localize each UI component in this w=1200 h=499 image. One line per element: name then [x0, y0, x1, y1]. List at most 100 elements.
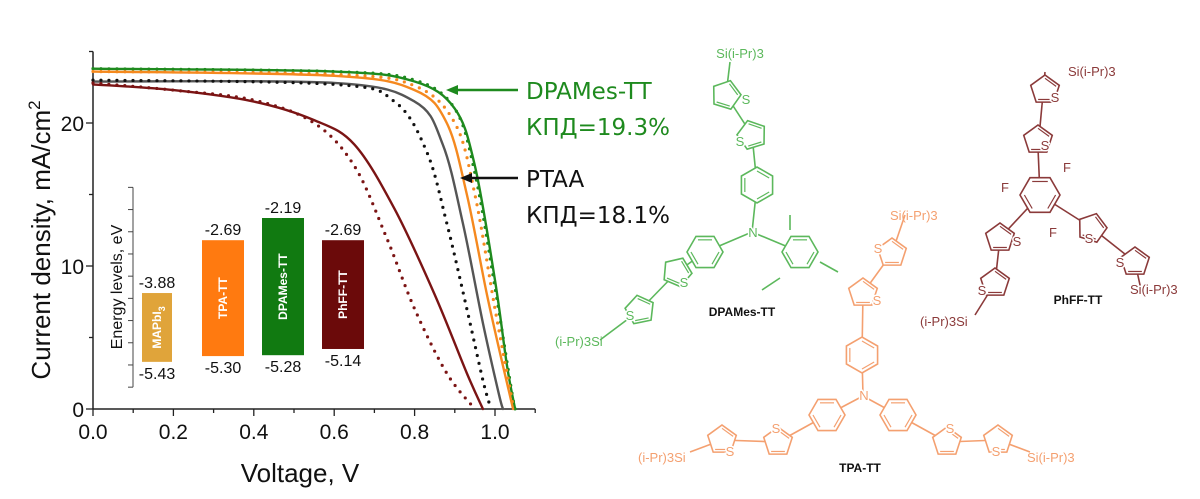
- benzene-ring-double-bond: [690, 251, 699, 265]
- arrow-head-ptaa: [460, 173, 472, 183]
- annotation-ptaa-pce: КПД=18.1%: [526, 203, 670, 229]
- thiophene-ring-double-bond: [716, 101, 730, 107]
- energy-bar-name-text: MAPbI: [150, 311, 164, 348]
- energy-bar-bottom-label: -5.30: [205, 360, 242, 377]
- thiophene-ring: [984, 222, 1016, 251]
- sulfur-atom: S: [874, 241, 883, 256]
- benzene-ring-double-bond: [1047, 194, 1057, 209]
- energy-bar-name-sub: 3: [157, 306, 167, 311]
- substituent-label: Si(i-Pr)3: [1027, 450, 1075, 465]
- thiophene-ring: [712, 79, 742, 111]
- annotation-ptaa: PTAA КПД=18.1%: [460, 167, 670, 229]
- benzene-ring-double-bond: [883, 414, 892, 428]
- sulfur-atom: S: [978, 283, 987, 298]
- thiophene-ring: [1022, 124, 1054, 153]
- thiophene-ring-double-bond: [777, 429, 790, 439]
- benzene-ring: [740, 166, 774, 204]
- y-tick-label: 20: [61, 113, 84, 136]
- thiophene-ring-double-bond: [635, 317, 649, 322]
- energy-bar-top-label: -2.69: [325, 222, 362, 239]
- sulfur-atom: S: [736, 134, 745, 149]
- sulfur-atom: S: [946, 421, 955, 436]
- sulfur-atom: S: [680, 275, 689, 290]
- substituent-label: Si(i-Pr)3: [1130, 282, 1178, 297]
- benzene-ring-double-bond: [861, 340, 875, 349]
- benzene-ring: [879, 398, 917, 432]
- thiophene-ring-double-bond: [891, 240, 904, 250]
- x-tick-label: 0.4: [239, 421, 269, 444]
- thiophene-ring-double-bond: [997, 427, 1010, 437]
- series-line-0-solid: [91, 67, 517, 411]
- thiophene-ring-double-bond: [1134, 249, 1147, 259]
- energy-bar-name-text: DPAMes-TT: [276, 253, 290, 320]
- molecule-tpa: S S N S S S S Si(i-Pr)3 (i-Pr)3Si Si(i-Pr)3 TPA-TT: [638, 208, 1075, 475]
- y-tick-label: 0: [72, 399, 84, 422]
- energy-bar-bottom-label: -5.14: [325, 353, 362, 370]
- molecule-name: PhFF-TT: [1054, 293, 1103, 307]
- bond: [761, 277, 781, 291]
- x-tick-label: 0.2: [159, 421, 188, 444]
- sulfur-atom: S: [1085, 231, 1094, 246]
- thiophene-ring-double-bond: [681, 260, 690, 274]
- annotation-dpames: DPAMes-TT КПД=19.3%: [446, 79, 670, 141]
- annotation-ptaa-name: PTAA: [526, 167, 585, 193]
- substituent-label: (i-Pr)3Si: [555, 334, 603, 349]
- energy-bar-bottom-label: -5.28: [265, 359, 302, 376]
- sulfur-atom: S: [1041, 138, 1050, 153]
- series-line-7-dotted: [91, 81, 477, 411]
- nitrogen-atom: N: [748, 225, 757, 240]
- molecule-name: DPAMes-TT: [709, 305, 776, 319]
- benzene-ring: [1019, 176, 1061, 214]
- annotation-dpames-pce: КПД=19.3%: [526, 115, 670, 141]
- jv-curves: [91, 67, 517, 411]
- series-line-1-dotted: [91, 67, 517, 411]
- series-line-5-dotted: [91, 78, 493, 411]
- energy-bar-name: PhFF-TT: [336, 270, 350, 319]
- thiophene-ring: [979, 267, 1011, 296]
- benzene-ring-double-bond: [711, 251, 720, 265]
- y-axis-label: Current density, mA/cm2: [25, 100, 56, 379]
- bond: [819, 261, 839, 273]
- thiophene-ring-double-bond: [748, 141, 762, 147]
- energy-bar-top-label: -2.69: [205, 222, 242, 239]
- energy-bar-0: [142, 293, 172, 362]
- benzene-ring-double-bond: [1023, 194, 1033, 209]
- benzene-ring-double-bond: [806, 251, 815, 265]
- thiophene-ring-double-bond: [1082, 234, 1096, 240]
- thiophene-ring: [982, 424, 1014, 453]
- thiophene-ring: [1078, 212, 1108, 244]
- annotation-dpames-name: DPAMes-TT: [526, 79, 653, 105]
- fluorine-atom: F: [1049, 225, 1057, 240]
- nitrogen-atom: N: [859, 388, 868, 403]
- benzene-ring-double-bond: [785, 251, 794, 265]
- energy-bar-top-label: -3.88: [139, 275, 176, 292]
- substituent-label: Si(i-Pr)3: [1068, 64, 1116, 79]
- thiophene-ring: [876, 237, 908, 266]
- sulfur-atom: S: [1051, 90, 1060, 105]
- benzene-ring: [686, 235, 724, 269]
- energy-level-inset: Energy levels, eV -3.88 -5.43 MAPbI3 -2.69 -…: [109, 186, 364, 388]
- thiophene-ring: [931, 426, 963, 455]
- thiophene-ring-double-bond: [1094, 216, 1105, 229]
- substituent-label: (i-Pr)3Si: [920, 314, 968, 329]
- y-axis-label-text: Current density, mA/cm: [26, 110, 56, 380]
- substituent-label: Si(i-Pr)3: [890, 208, 938, 223]
- y-tick-label: 10: [61, 256, 84, 279]
- thiophene-ring: [762, 426, 794, 455]
- sulfur-atom: S: [1013, 234, 1022, 249]
- x-tick-label: 1.0: [480, 421, 509, 444]
- thiophene-ring-double-bond: [946, 429, 959, 439]
- series-line-2-solid: [91, 70, 515, 411]
- thiophene-ring-double-bond: [862, 280, 875, 290]
- thiophene-ring: [1119, 246, 1151, 275]
- benzene-ring-double-bond: [904, 414, 913, 428]
- series-line-3-dotted: [91, 69, 515, 411]
- thiophene-ring-double-bond: [1037, 127, 1050, 137]
- x-tick-label: 0.8: [400, 421, 429, 444]
- energy-bar-name: DPAMes-TT: [276, 253, 290, 320]
- benzene-ring: [781, 235, 819, 269]
- thiophene-ring: [736, 119, 766, 151]
- benzene-ring-double-bond: [812, 414, 821, 428]
